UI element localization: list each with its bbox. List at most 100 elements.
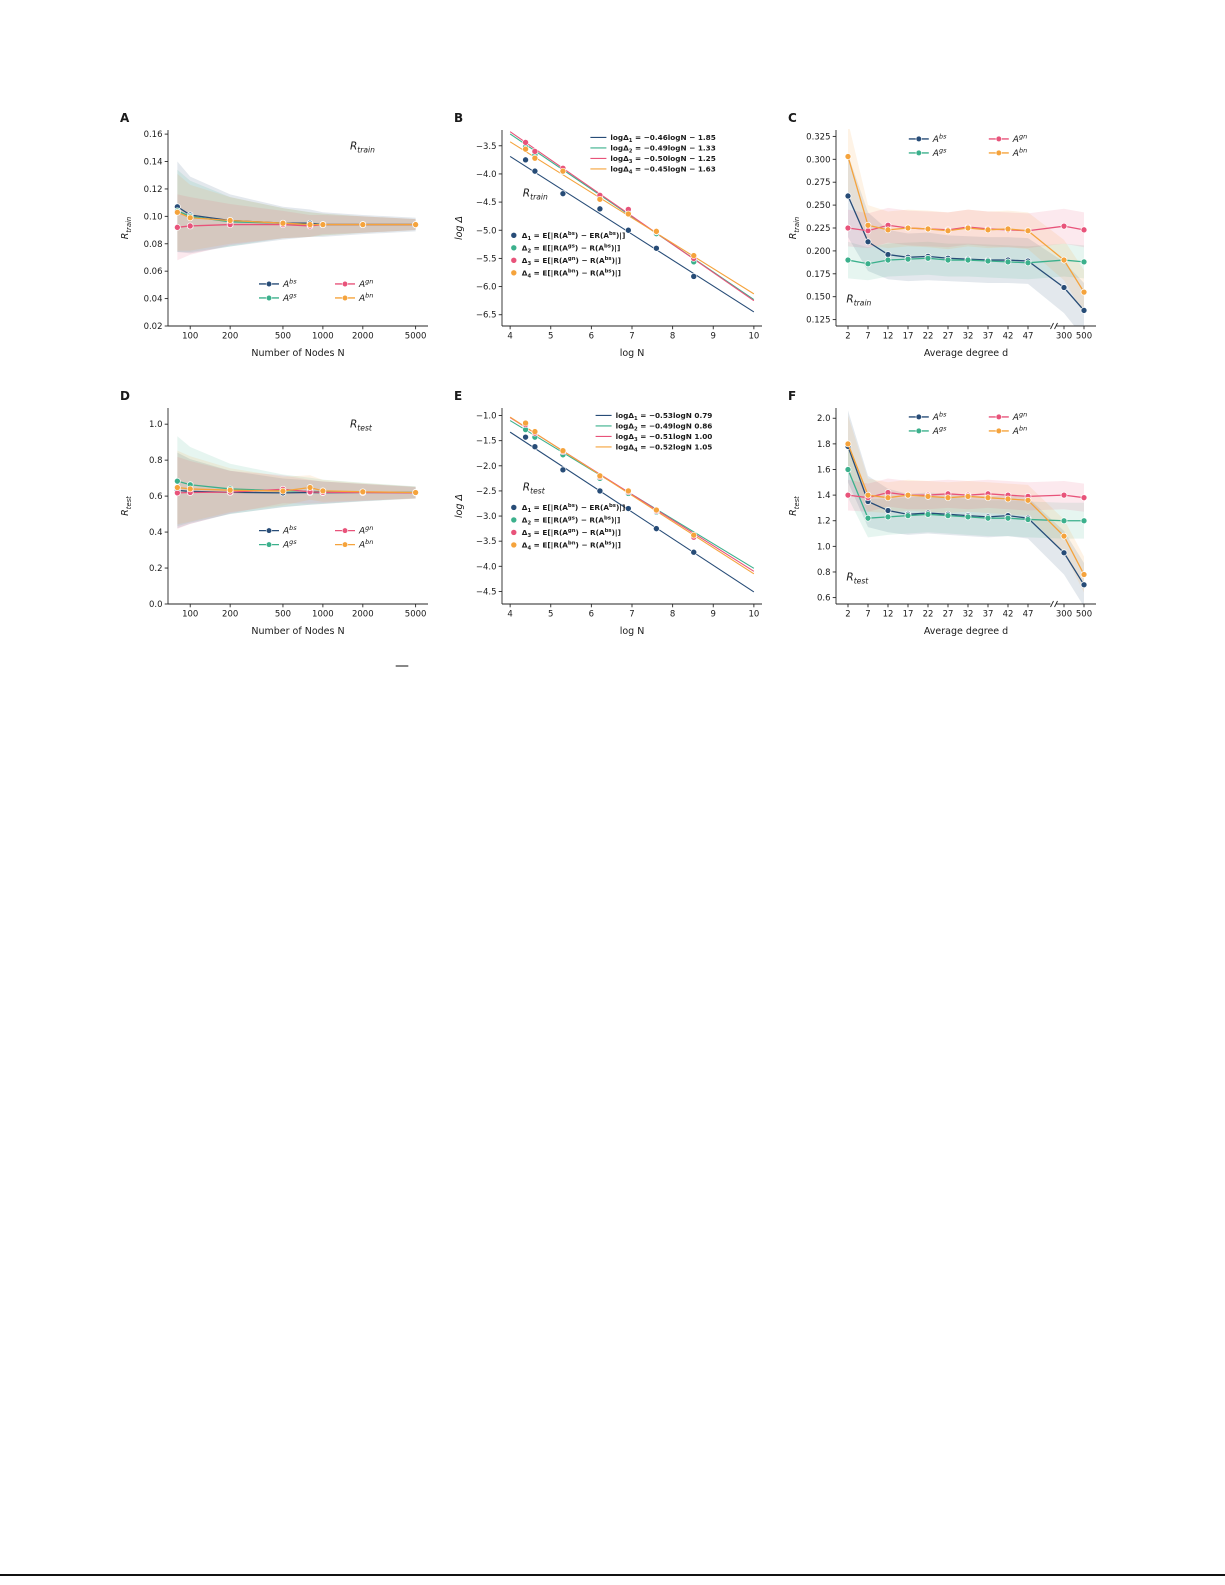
svg-text:4: 4 — [507, 610, 512, 620]
line-gn — [177, 488, 416, 494]
axes-B — [498, 130, 762, 330]
marker-gs — [904, 512, 912, 519]
svg-text:7: 7 — [629, 332, 634, 342]
svg-text:0.10: 0.10 — [144, 212, 163, 222]
panel-F-chart: 2 7 12 17 22 27 32 37 42 47 300 5000.60.81.01.21.41… — [788, 389, 1096, 637]
marker-gs — [844, 466, 852, 473]
legend-label-bn: Abn — [358, 538, 373, 551]
point-bs — [522, 433, 529, 441]
legend-marker-gs — [265, 541, 273, 548]
fit-line-bs — [509, 431, 755, 593]
svg-text:7: 7 — [865, 332, 870, 342]
legend-marker-gn — [341, 280, 349, 288]
point-gn — [522, 139, 529, 146]
marker-bs — [1080, 307, 1088, 314]
def-label-gn: Δ3 = E[|R(Agn) − R(Abs)|] — [522, 528, 621, 539]
svg-text:47: 47 — [1023, 332, 1034, 342]
svg-text:100: 100 — [182, 332, 198, 342]
marker-gs — [844, 256, 852, 264]
point-bn — [653, 228, 660, 235]
band-gs — [177, 169, 416, 252]
marker-bs — [864, 238, 872, 246]
marker-bn — [1004, 495, 1012, 503]
svg-text:27: 27 — [943, 332, 954, 342]
svg-text:5000: 5000 — [405, 332, 427, 342]
svg-text:0.200: 0.200 — [806, 247, 830, 257]
marker-gs — [884, 513, 892, 521]
point-bs — [625, 505, 632, 512]
svg-text:0.08: 0.08 — [144, 240, 163, 250]
panel-D-chart: 100 200 500 1000 2000 5000 0.0 0.2 0.4 0.6 0.8 1.0 N… — [120, 389, 428, 637]
svg-text:17: 17 — [903, 610, 914, 620]
marker-gs — [964, 513, 972, 521]
eq-label-bs: logΔ1 = −0.53logN 0.79 — [616, 411, 713, 422]
line-bs — [847, 195, 1085, 311]
svg-text:27: 27 — [943, 610, 954, 620]
line-bn — [177, 211, 416, 226]
svg-text:0.275: 0.275 — [806, 178, 830, 188]
svg-text:2000: 2000 — [352, 332, 374, 342]
marker-bn — [944, 227, 952, 235]
marker-bn — [174, 484, 181, 491]
axis-break-mark — [1054, 600, 1058, 608]
legend-label-bs: Abs — [932, 410, 947, 423]
marker-gs — [1004, 258, 1012, 266]
band-gn — [177, 194, 416, 261]
svg-text:1.2: 1.2 — [817, 517, 831, 527]
inner-label: Rtrain — [846, 293, 871, 307]
svg-text:7: 7 — [865, 610, 870, 620]
point-bs — [531, 443, 539, 450]
def-label-gn: Δ3 = E[|R(Agn) − R(Abs)|] — [522, 256, 621, 267]
marker-bs — [1080, 581, 1088, 589]
point-bs — [522, 156, 529, 164]
plot-area-C — [844, 129, 1088, 326]
panel-letter: A — [120, 111, 130, 125]
marker-gn — [1080, 494, 1088, 502]
svg-text:−3.5: −3.5 — [476, 537, 497, 547]
legend-marker-bs — [915, 135, 922, 143]
legend-marker-bn — [341, 541, 349, 548]
marker-bs — [884, 507, 892, 514]
marker-bn — [924, 225, 932, 233]
marker-bn — [1080, 288, 1088, 296]
legend-marker-bn — [341, 294, 349, 302]
svg-text:6: 6 — [589, 332, 594, 342]
marker-bn — [306, 484, 314, 491]
marker-gs — [1024, 516, 1032, 523]
svg-text:1.0: 1.0 — [149, 420, 163, 430]
marker-bn — [864, 221, 872, 229]
point-gn — [531, 148, 539, 155]
marker-gs — [944, 256, 952, 264]
svg-text:2.0: 2.0 — [817, 414, 831, 424]
svg-text:6: 6 — [589, 610, 594, 620]
line-gn — [847, 491, 1085, 499]
svg-text:17: 17 — [903, 332, 914, 342]
marker-bn — [319, 487, 327, 495]
x-axis-label: Number of Nodes N — [251, 348, 344, 359]
point-bn — [559, 447, 567, 455]
band-bn — [177, 173, 416, 251]
legend-label-bn: Abn — [358, 291, 373, 304]
svg-text:0.02: 0.02 — [144, 322, 163, 332]
marker-gs — [944, 512, 952, 519]
legend-label-gs: Ags — [282, 538, 297, 551]
point-bn — [625, 487, 632, 495]
def-marker-gn — [510, 257, 518, 264]
y-axis-label: Rtrain — [120, 217, 133, 239]
marker-gs — [1060, 517, 1068, 525]
band-bn — [848, 415, 1084, 593]
legend-label-gs: Ags — [932, 424, 947, 437]
marker-bn — [844, 440, 852, 448]
marker-bs — [884, 251, 892, 258]
x-axis-label: log N — [620, 348, 645, 359]
point-bs — [596, 205, 604, 213]
legend-label-bs: Abs — [282, 524, 297, 537]
def-label-gs: Δ2 = E[|R(Ags) − R(Abs)|] — [522, 515, 621, 526]
marker-bs — [1060, 549, 1068, 557]
svg-text:0.2: 0.2 — [149, 564, 163, 574]
svg-text:9: 9 — [711, 610, 716, 620]
point-bn — [522, 419, 529, 427]
axis-break-gap — [1050, 602, 1057, 606]
svg-text:37: 37 — [983, 610, 994, 620]
panel-letter: D — [120, 389, 130, 403]
